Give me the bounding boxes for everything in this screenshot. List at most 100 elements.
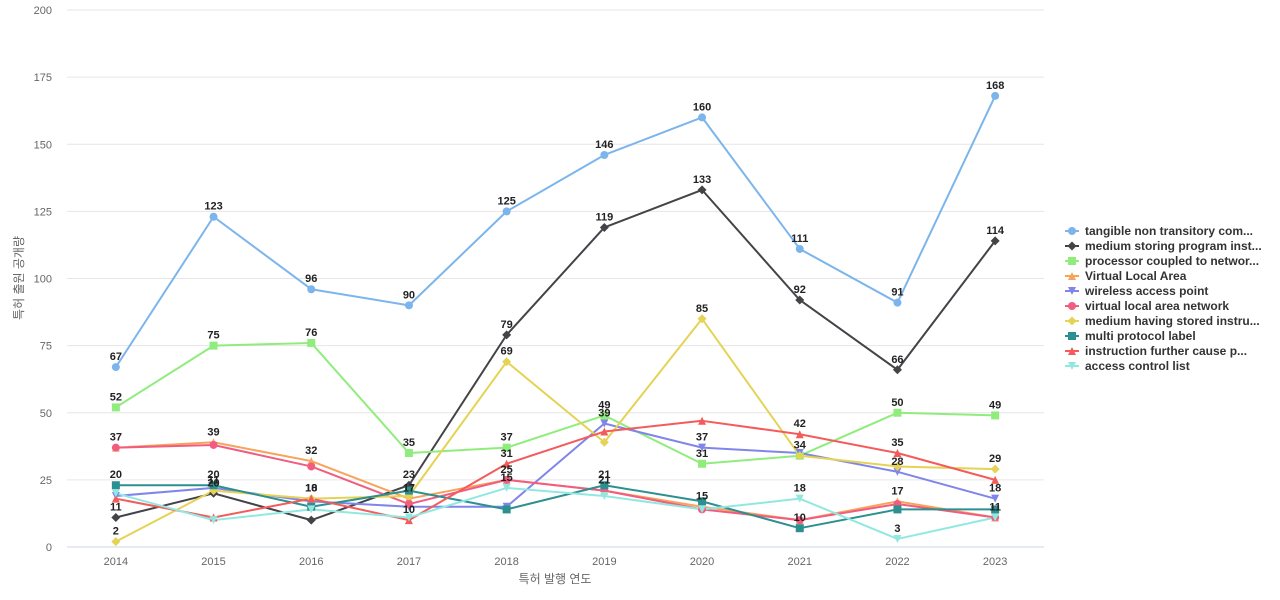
data-label: 75 — [207, 330, 219, 342]
data-label: 37 — [501, 432, 513, 444]
data-point — [502, 483, 511, 492]
data-point — [404, 449, 413, 458]
data-label: 21 — [598, 469, 610, 481]
legend-item[interactable]: multi protocol label — [1065, 329, 1196, 343]
data-point — [307, 494, 316, 503]
y-tick-label: 0 — [46, 542, 52, 554]
series-markers — [111, 91, 1000, 547]
data-point — [795, 451, 805, 461]
legend-marker — [1068, 362, 1076, 370]
data-point — [502, 357, 512, 367]
data-label: 52 — [110, 391, 122, 403]
legend-item[interactable]: instruction further cause p... — [1065, 344, 1247, 358]
data-point — [991, 494, 1000, 503]
data-label: 28 — [891, 456, 903, 468]
data-label: 17 — [891, 485, 903, 497]
data-label: 50 — [891, 397, 903, 409]
data-label: 18 — [794, 483, 806, 495]
data-point — [502, 330, 512, 340]
legend-label: instruction further cause p... — [1085, 344, 1247, 358]
data-point — [209, 212, 218, 221]
x-tick-label: 2022 — [885, 556, 909, 568]
data-label: 3 — [894, 523, 900, 535]
legend-label: medium storing program inst... — [1085, 239, 1262, 253]
data-point — [698, 416, 707, 425]
data-label: 146 — [595, 139, 613, 151]
data-label: 92 — [794, 284, 806, 296]
data-point — [698, 113, 707, 122]
data-label: 2 — [113, 526, 119, 538]
data-point — [502, 505, 511, 514]
data-label: 42 — [794, 418, 806, 430]
x-tick-label: 2018 — [494, 556, 518, 568]
data-label: 31 — [501, 448, 513, 460]
legend-item[interactable]: processor coupled to networ... — [1065, 254, 1259, 268]
data-point — [600, 419, 609, 428]
legend-item[interactable]: medium having stored instru... — [1065, 314, 1260, 328]
legend-marker — [1068, 332, 1076, 340]
data-point — [991, 91, 1000, 100]
data-point — [892, 365, 902, 375]
data-label: 21 — [598, 475, 610, 487]
data-label: 66 — [891, 354, 903, 366]
legend-item[interactable]: tangible non transitory com... — [1065, 224, 1253, 238]
data-point — [600, 411, 609, 420]
data-label: 39 — [207, 426, 219, 438]
legend-marker — [1068, 227, 1076, 235]
data-label: 20 — [207, 469, 219, 481]
data-point — [698, 443, 707, 452]
data-point — [307, 338, 316, 347]
legend-label: medium having stored instru... — [1085, 314, 1260, 328]
legend-item[interactable]: Virtual Local Area — [1065, 269, 1187, 283]
data-point — [404, 513, 413, 522]
data-point — [111, 494, 120, 503]
data-point — [697, 314, 707, 324]
data-label: 31 — [696, 448, 708, 460]
data-point — [795, 430, 804, 439]
data-label: 49 — [989, 399, 1001, 411]
legend-item[interactable]: virtual local area network — [1065, 299, 1229, 313]
data-label: 29 — [989, 453, 1001, 465]
series-lines — [114, 94, 997, 543]
y-tick-label: 150 — [34, 139, 52, 151]
series-line-8 — [114, 419, 997, 522]
data-point — [893, 467, 902, 476]
data-point — [111, 443, 120, 452]
y-tick-label: 50 — [40, 408, 52, 420]
series-line-6 — [114, 317, 997, 543]
data-label: 114 — [986, 225, 1005, 237]
data-point — [893, 449, 902, 458]
data-point — [600, 481, 609, 490]
series-line-3 — [114, 441, 997, 522]
legend-marker — [1068, 287, 1076, 295]
series-line-9 — [114, 486, 997, 540]
legend-label: multi protocol label — [1085, 329, 1196, 343]
data-point — [307, 462, 316, 471]
data-label: 11 — [989, 501, 1001, 513]
data-point — [111, 512, 121, 522]
data-point — [990, 236, 1000, 246]
legend-marker — [1067, 241, 1077, 251]
legend-marker — [1068, 347, 1076, 355]
legend-item[interactable]: medium storing program inst... — [1065, 239, 1262, 253]
data-label: 18 — [989, 483, 1001, 495]
data-label: 125 — [497, 195, 515, 207]
series-line-1 — [114, 188, 997, 522]
data-point — [990, 464, 1000, 474]
data-label: 96 — [305, 273, 317, 285]
data-point — [502, 475, 511, 484]
data-point — [111, 403, 120, 412]
data-point — [991, 513, 1000, 522]
data-label: 111 — [791, 233, 808, 245]
legend-label: virtual local area network — [1085, 299, 1229, 313]
legend-marker — [1068, 257, 1076, 265]
data-point — [502, 459, 511, 468]
legend-item[interactable]: wireless access point — [1065, 284, 1208, 298]
data-label: 35 — [403, 437, 415, 449]
data-point — [209, 440, 218, 449]
legend: tangible non transitory com...medium sto… — [1065, 224, 1262, 373]
legend-item[interactable]: access control list — [1065, 359, 1190, 373]
data-point — [502, 443, 511, 452]
x-tick-label: 2020 — [690, 556, 714, 568]
